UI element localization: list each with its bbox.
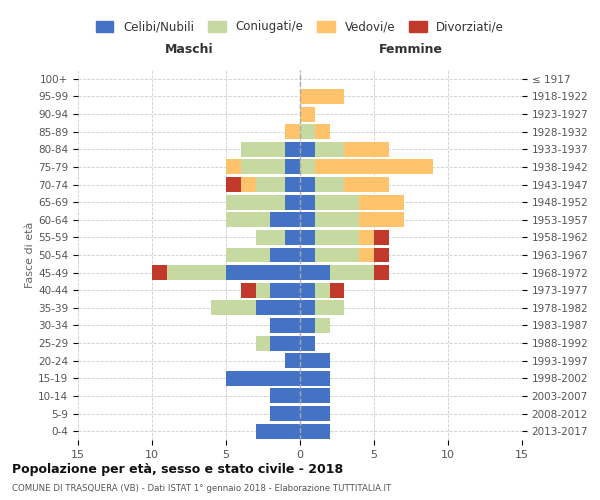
Bar <box>241 160 285 174</box>
Bar <box>315 194 359 210</box>
Bar <box>256 283 271 298</box>
Bar <box>226 160 241 174</box>
Bar <box>300 353 329 368</box>
Bar <box>300 194 315 210</box>
Bar <box>300 177 315 192</box>
Bar <box>271 248 300 262</box>
Bar <box>300 248 315 262</box>
Bar <box>300 212 315 228</box>
Bar <box>271 336 300 350</box>
Bar <box>374 265 389 280</box>
Bar <box>285 177 300 192</box>
Bar <box>315 177 344 192</box>
Bar <box>315 230 359 245</box>
Bar <box>300 265 329 280</box>
Bar <box>300 106 315 122</box>
Bar <box>315 124 329 139</box>
Bar <box>271 283 300 298</box>
Bar <box>374 248 389 262</box>
Y-axis label: Anni di nascita: Anni di nascita <box>598 214 600 296</box>
Bar <box>315 248 359 262</box>
Bar <box>359 248 374 262</box>
Bar <box>226 265 300 280</box>
Bar <box>256 230 285 245</box>
Bar <box>211 300 256 316</box>
Bar <box>285 142 300 157</box>
Bar <box>315 318 329 333</box>
Bar <box>226 177 241 192</box>
Bar <box>329 283 344 298</box>
Bar <box>152 265 167 280</box>
Bar <box>256 177 285 192</box>
Bar <box>285 160 300 174</box>
Text: COMUNE DI TRASQUERA (VB) - Dati ISTAT 1° gennaio 2018 - Elaborazione TUTTITALIA.: COMUNE DI TRASQUERA (VB) - Dati ISTAT 1°… <box>12 484 391 493</box>
Bar <box>256 424 300 438</box>
Bar <box>300 336 315 350</box>
Bar <box>256 300 300 316</box>
Bar <box>241 142 285 157</box>
Bar <box>300 424 329 438</box>
Y-axis label: Fasce di età: Fasce di età <box>25 222 35 288</box>
Bar <box>300 388 329 404</box>
Bar <box>315 212 359 228</box>
Bar <box>285 194 300 210</box>
Bar <box>167 265 226 280</box>
Bar <box>300 371 329 386</box>
Bar <box>300 406 329 421</box>
Bar <box>226 212 271 228</box>
Bar <box>344 142 389 157</box>
Bar <box>300 283 315 298</box>
Bar <box>271 318 300 333</box>
Bar <box>315 160 433 174</box>
Bar <box>329 265 374 280</box>
Bar <box>285 353 300 368</box>
Bar <box>285 230 300 245</box>
Bar <box>359 194 404 210</box>
Bar <box>285 124 300 139</box>
Bar <box>256 336 271 350</box>
Bar <box>315 300 344 316</box>
Bar <box>271 406 300 421</box>
Legend: Celibi/Nubili, Coniugati/e, Vedovi/e, Divorziati/e: Celibi/Nubili, Coniugati/e, Vedovi/e, Di… <box>96 20 504 34</box>
Bar <box>315 142 344 157</box>
Bar <box>271 388 300 404</box>
Bar <box>271 212 300 228</box>
Bar <box>300 300 315 316</box>
Bar <box>226 248 271 262</box>
Bar <box>241 177 256 192</box>
Bar <box>315 283 329 298</box>
Bar <box>300 318 315 333</box>
Bar <box>359 230 374 245</box>
Bar <box>300 160 315 174</box>
Text: Maschi: Maschi <box>164 43 214 56</box>
Bar <box>359 212 404 228</box>
Text: Popolazione per età, sesso e stato civile - 2018: Popolazione per età, sesso e stato civil… <box>12 462 343 475</box>
Bar <box>300 230 315 245</box>
Bar <box>241 283 256 298</box>
Text: Femmine: Femmine <box>379 43 443 56</box>
Bar <box>300 124 315 139</box>
Bar <box>344 177 389 192</box>
Bar <box>300 142 315 157</box>
Bar <box>226 371 300 386</box>
Bar <box>226 194 285 210</box>
Bar <box>374 230 389 245</box>
Bar <box>300 89 344 104</box>
